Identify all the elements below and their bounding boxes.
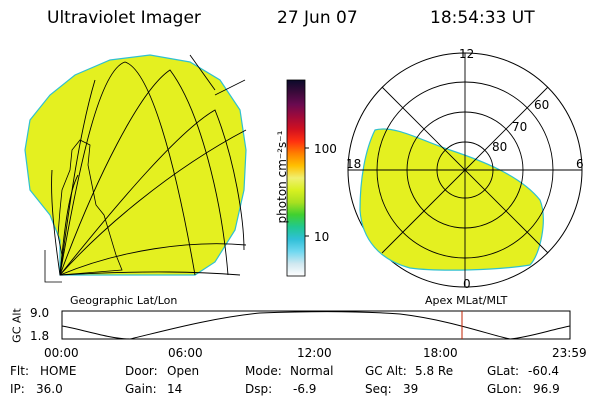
dsp-value: -6.9 [293,382,317,396]
mode-label: Mode: [245,364,282,378]
glon-label: GLon: [487,382,522,396]
time-tick-0600: 06:00 [168,346,203,360]
lat-label-60: 60 [534,98,550,112]
time-label: 18:54:33 UT [430,8,535,28]
door-value: Open [167,364,200,378]
flt-value: HOME [40,364,77,378]
time-tick-1800: 18:00 [423,346,458,360]
date-label: 27 Jun 07 [277,8,358,28]
time-tick-0000: 00:00 [44,346,79,360]
glat-value: -60.4 [528,364,560,378]
seq-value: 39 [403,382,419,396]
mlt-label-18: 18 [346,157,362,171]
altitude-tick-1-8: 1.8 [30,329,50,343]
time-tick-1200: 12:00 [297,346,332,360]
mlt-label-6: 6 [576,157,584,171]
colorbar-unit-label: photon cm⁻²s⁻¹ [275,130,289,224]
ip-label: IP: [10,382,25,396]
polar-diag-2 [381,86,549,254]
lat-label-80: 80 [492,140,508,154]
frame-corner [44,250,62,283]
altitude-curve [61,311,571,340]
dsp-label: Dsp: [245,382,273,396]
colorbar [286,79,309,277]
mlt-label-12: 12 [459,47,475,61]
geographic-caption: Geographic Lat/Lon [70,294,178,307]
altitude-y-label: GC Alt [10,308,24,343]
geographic-image [24,54,247,283]
mlt-label-0: 0 [463,277,471,291]
gcalt-label: GC Alt: [365,364,407,378]
altitude-tick-9: 9.0 [30,306,50,320]
coastline [57,139,123,276]
altitude-plot [61,310,571,340]
lat-label-70: 70 [512,120,528,134]
gcalt-value: 5.8 Re [415,364,454,378]
colorbar-tick-label-10: 10 [314,230,330,244]
polar-plot [347,52,583,288]
instrument-title: Ultraviolet Imager [47,8,201,28]
time-tick-2359: 23:59 [552,346,587,360]
image-disk [24,54,247,276]
apex-caption: Apex MLat/MLT [425,294,508,307]
colorbar-gradient [286,79,306,277]
glat-label: GLat: [487,364,520,378]
seq-label: Seq: [365,382,392,396]
gain-value: 14 [167,382,183,396]
polar-grid [348,53,582,287]
glon-value: 96.9 [533,382,560,396]
altitude-plot-frame [61,310,571,340]
flt-label: Flt: [10,364,29,378]
ip-value: 36.0 [36,382,63,396]
door-label: Door: [125,364,158,378]
mode-value: Normal [290,364,334,378]
colorbar-tick-label-100: 100 [314,142,337,156]
gain-label: Gain: [125,382,157,396]
